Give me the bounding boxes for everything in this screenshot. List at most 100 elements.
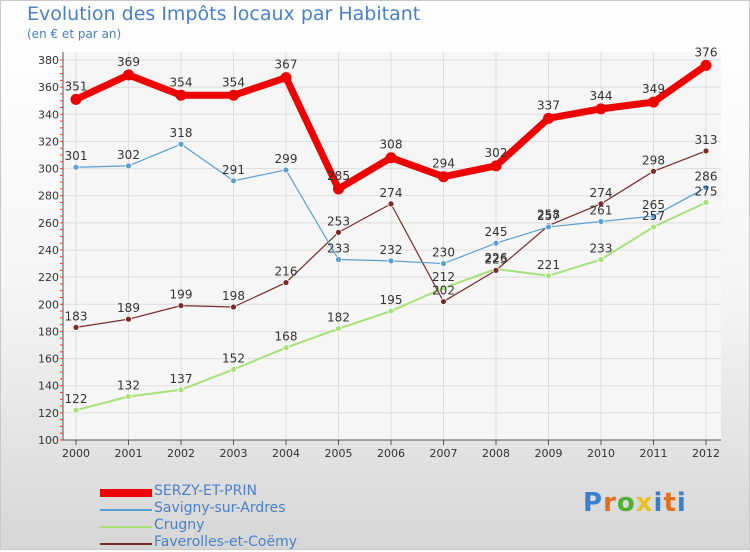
y-tick-label: 240 [38,244,59,257]
data-label: 294 [432,157,455,171]
y-tick-label: 380 [38,54,59,67]
data-label: 367 [275,58,298,72]
data-point [230,303,237,311]
data-label: 286 [695,170,718,184]
data-point [72,406,80,414]
x-tick-label: 2009 [535,447,563,460]
data-point [177,386,185,394]
y-tick-label: 340 [38,108,59,121]
logo-letter: i [676,488,687,518]
data-label: 221 [537,258,560,272]
data-label: 232 [380,243,403,257]
logo-letter: x [635,488,654,518]
data-point [702,147,710,155]
data-point [543,112,554,124]
data-label: 168 [275,330,298,344]
data-label: 344 [590,89,613,103]
logo-letter: i [653,488,664,518]
data-point [545,223,552,231]
y-tick-label: 180 [38,325,59,338]
y-tick-label: 280 [38,190,59,203]
data-point [385,152,397,164]
data-label: 198 [222,289,245,303]
chart-subtitle: (en € et par an) [27,27,122,41]
data-label: 302 [117,148,140,162]
data-point [648,96,659,108]
data-label: 216 [275,265,298,279]
data-label: 308 [380,138,403,152]
data-label: 132 [117,379,140,393]
data-point [177,140,185,148]
data-point [438,171,449,183]
data-point [282,279,290,286]
x-tick-label: 2002 [167,447,195,460]
data-label: 376 [695,45,718,59]
x-tick-label: 2006 [377,447,405,460]
legend-label: SERZY-ET-PRIN [154,483,257,499]
data-label: 354 [170,75,193,89]
data-point [282,344,290,352]
data-label: 152 [222,351,245,365]
logo-letter: r [603,488,617,518]
data-label: 354 [222,75,245,89]
data-label: 337 [537,98,560,112]
data-label: 257 [537,209,560,223]
y-tick-label: 260 [38,217,59,230]
data-label: 298 [642,153,665,167]
data-point [490,160,502,172]
y-tick-label: 140 [38,380,59,393]
data-label: 233 [327,242,350,256]
data-point [597,200,605,208]
data-point [387,257,395,265]
data-label: 122 [65,392,88,406]
data-point [228,89,239,101]
data-point [597,256,605,263]
y-tick-label: 220 [38,271,59,284]
data-label: 257 [642,209,665,223]
data-label: 183 [65,309,88,323]
logo-letter: t [663,488,677,518]
data-point [597,218,605,225]
data-label: 349 [642,82,665,96]
data-label: 301 [65,149,88,163]
data-point [125,162,132,170]
chart-title: Evolution des Impôts locaux par Habitant [27,3,421,25]
data-label: 195 [380,293,403,307]
data-point [700,59,712,71]
y-tick-label: 160 [38,353,59,366]
data-label: 233 [590,242,613,256]
data-label: 313 [695,133,718,147]
legend-label: Crugny [154,517,205,533]
data-label: 291 [222,163,245,177]
data-point [335,256,342,263]
x-tick-label: 2000 [62,447,90,460]
data-point [492,239,500,247]
y-tick-label: 200 [38,298,59,311]
data-label: 199 [170,288,193,302]
data-label: 274 [380,186,403,200]
data-label: 202 [432,284,455,298]
x-tick-label: 2007 [430,447,458,460]
data-point [545,272,552,280]
data-point [335,325,342,333]
data-label: 302 [485,146,508,160]
data-label: 351 [65,79,88,93]
data-label: 265 [642,198,665,212]
legend-swatch [100,509,152,511]
data-point [175,89,187,101]
logo-letter: P [583,488,604,518]
legend-label: Faverolles-et-Coëmy [154,534,298,550]
data-point [72,163,80,171]
x-tick-label: 2012 [692,447,720,460]
x-tick-label: 2003 [220,447,248,460]
data-label: 189 [117,301,140,315]
data-point [72,323,80,331]
data-point [125,315,132,323]
data-point [177,302,185,310]
data-point [230,177,237,185]
y-tick-label: 360 [38,81,59,94]
logo-letter: o [616,488,636,518]
x-tick-label: 2008 [482,447,510,460]
data-point [387,307,395,315]
